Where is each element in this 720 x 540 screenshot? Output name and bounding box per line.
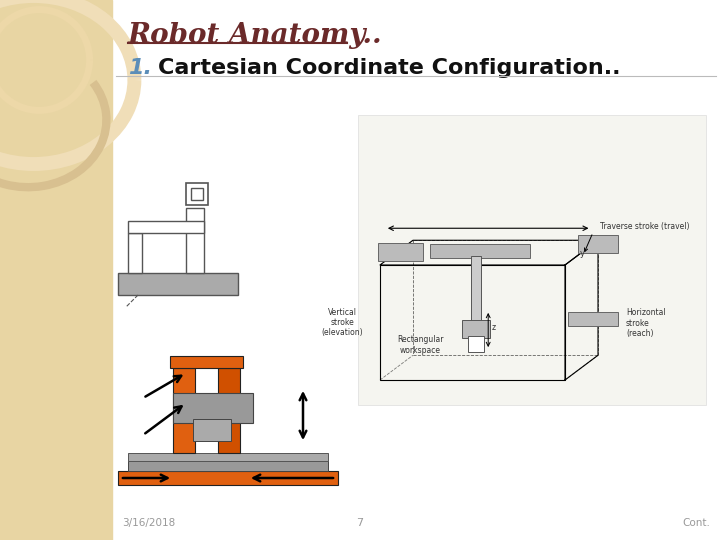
Text: 7: 7 xyxy=(356,518,364,528)
Bar xyxy=(378,242,423,260)
Bar xyxy=(568,312,618,326)
Bar xyxy=(173,393,253,423)
Text: z: z xyxy=(491,323,495,332)
Bar xyxy=(193,419,231,441)
Bar xyxy=(462,320,490,338)
Bar xyxy=(468,336,484,352)
Text: Rectangular
workspace: Rectangular workspace xyxy=(397,335,444,355)
Text: Cont.: Cont. xyxy=(682,518,710,528)
Bar xyxy=(471,256,481,325)
Bar xyxy=(170,356,243,368)
Bar xyxy=(358,115,706,405)
Bar xyxy=(118,273,238,295)
Text: Traverse stroke (travel): Traverse stroke (travel) xyxy=(600,222,689,231)
Text: Cartesian Coordinate Configuration..: Cartesian Coordinate Configuration.. xyxy=(158,58,621,78)
Text: y: y xyxy=(580,249,585,258)
Text: 1.: 1. xyxy=(128,58,152,78)
Bar xyxy=(186,183,208,205)
Bar xyxy=(128,221,204,233)
Text: Robot Anatomy..: Robot Anatomy.. xyxy=(128,22,382,49)
Bar xyxy=(128,233,142,273)
Bar xyxy=(218,368,240,453)
Bar xyxy=(578,234,618,253)
Bar xyxy=(430,244,530,258)
Bar xyxy=(191,188,203,200)
Bar xyxy=(128,461,328,471)
Text: Horizontal
stroke
(reach): Horizontal stroke (reach) xyxy=(626,308,665,338)
Bar xyxy=(186,208,204,273)
Text: Vertical
stroke
(elevation): Vertical stroke (elevation) xyxy=(321,308,363,338)
Bar xyxy=(118,471,338,485)
Bar xyxy=(173,368,195,453)
Text: 3/16/2018: 3/16/2018 xyxy=(122,518,175,528)
Bar xyxy=(0,0,112,540)
Bar xyxy=(128,453,328,461)
